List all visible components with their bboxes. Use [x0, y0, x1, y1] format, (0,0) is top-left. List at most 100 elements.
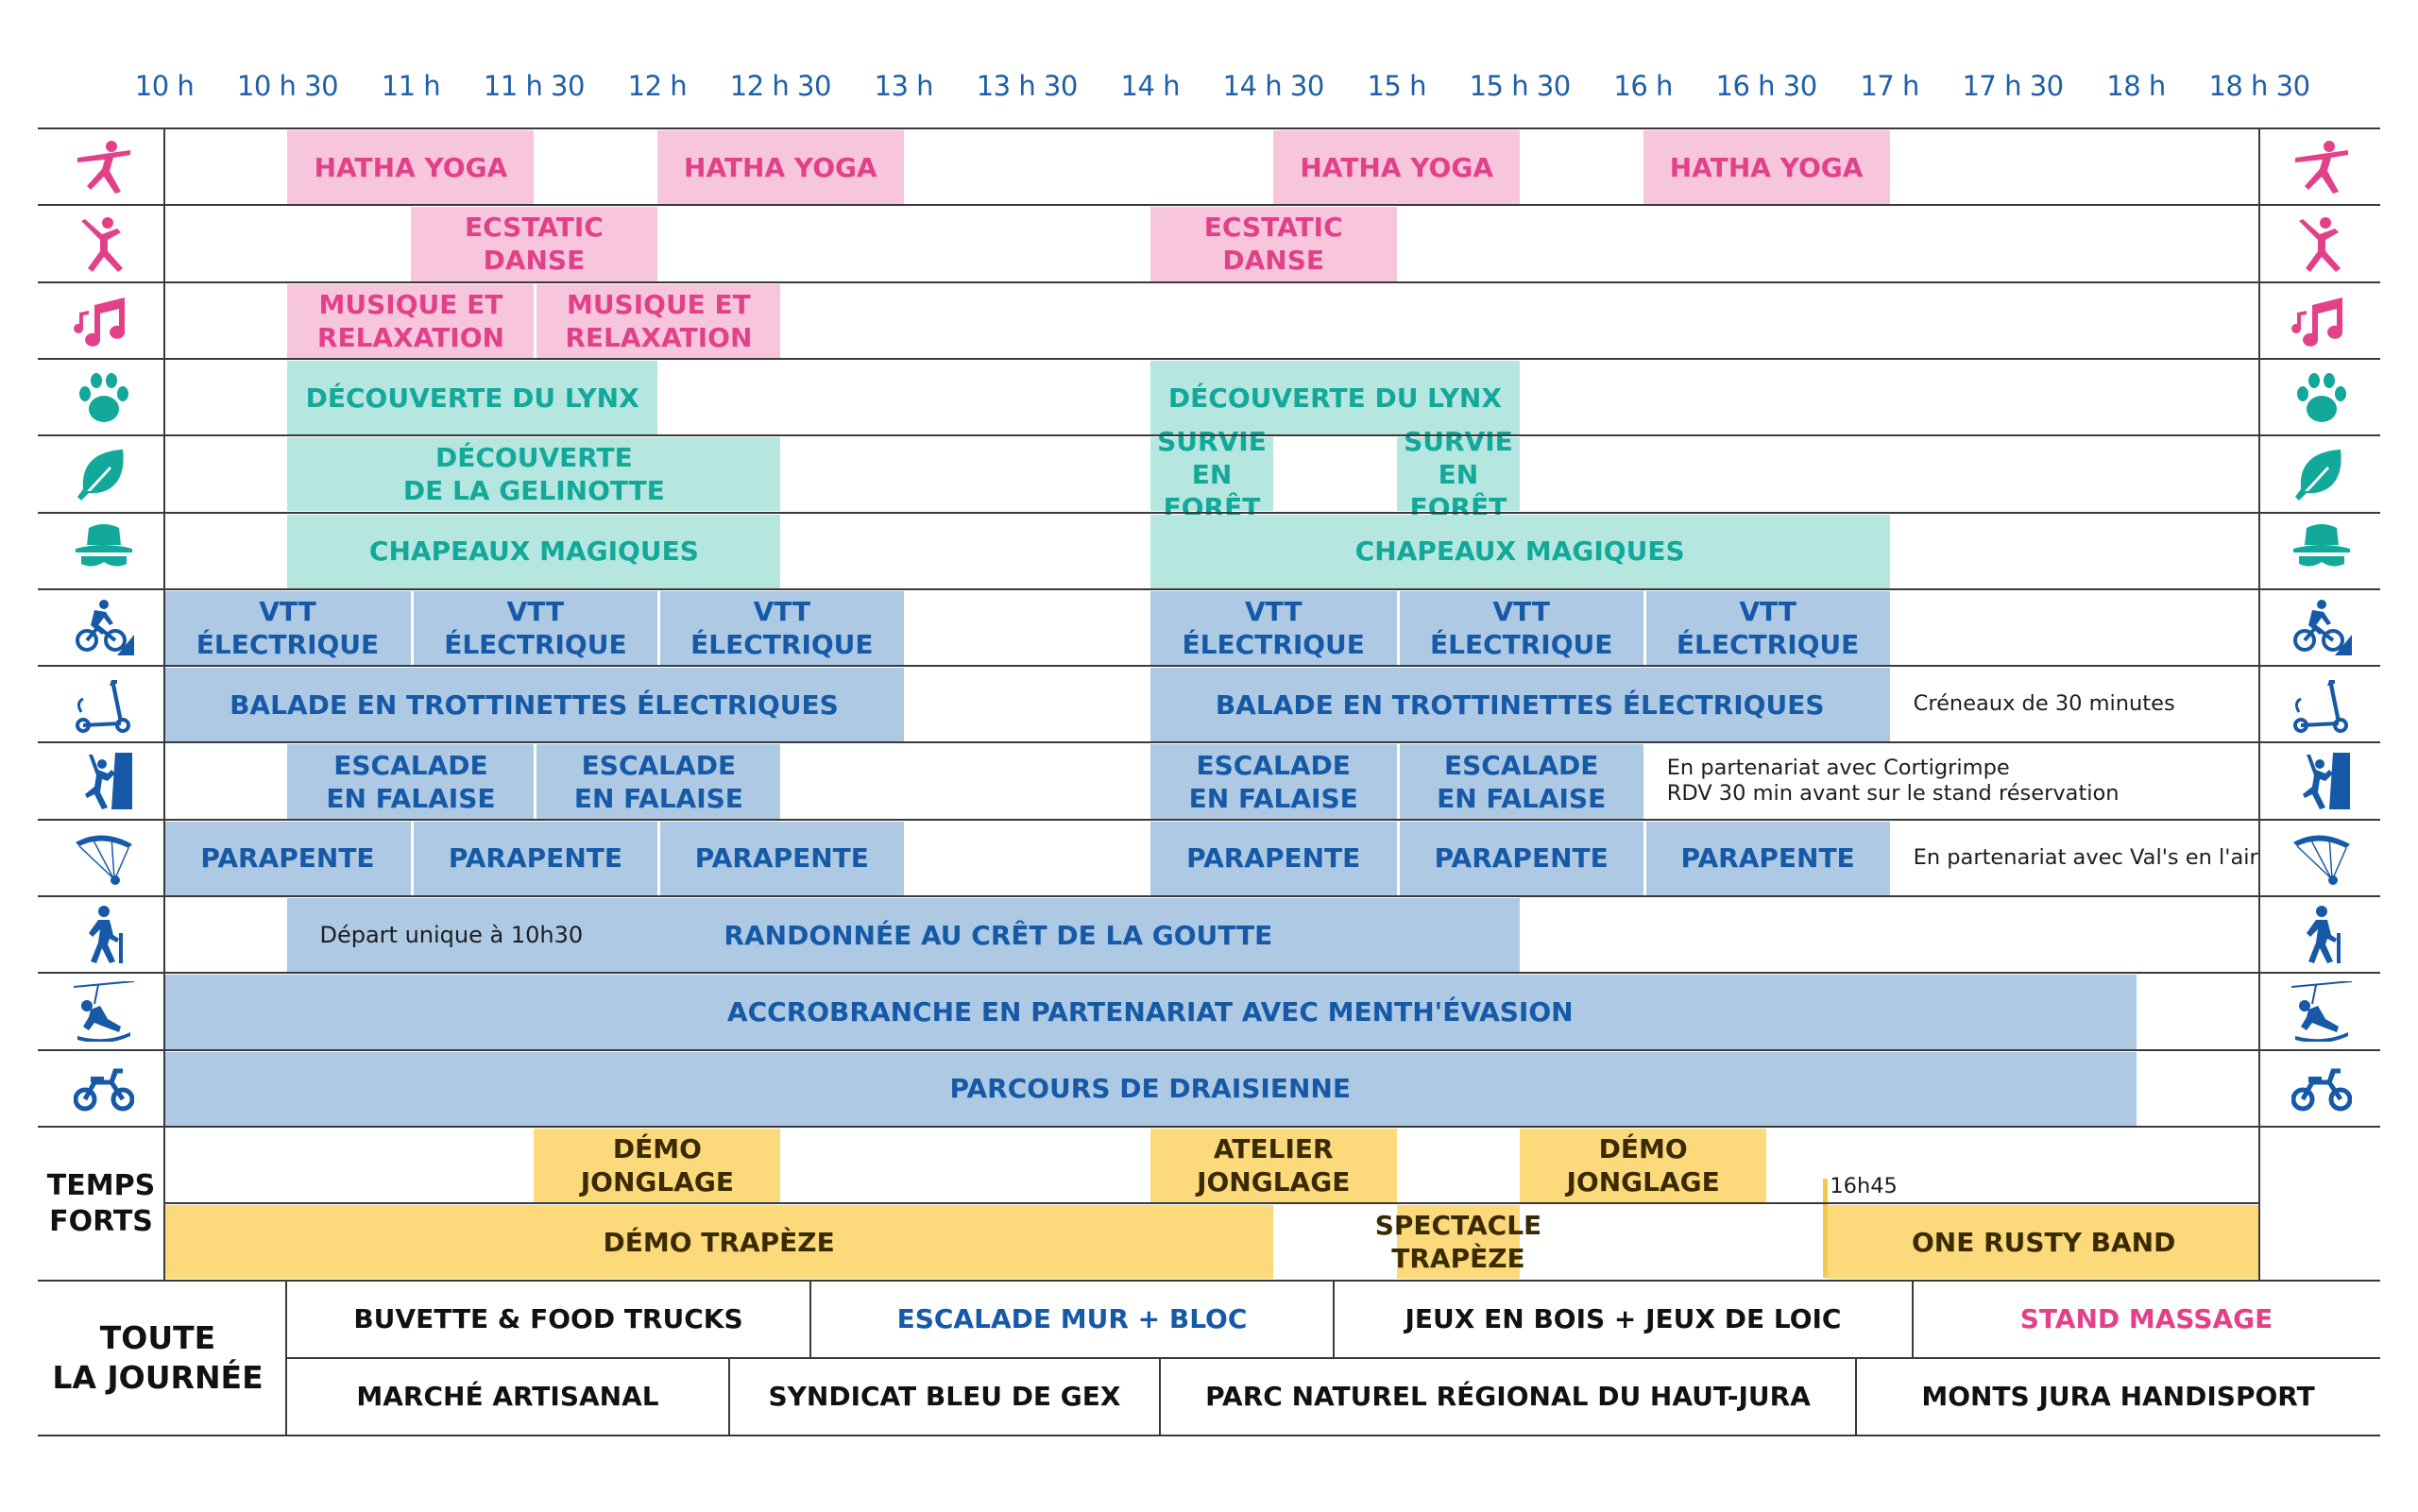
grid-line [38, 1048, 2380, 1051]
start-time-label: 16h45 [1830, 1173, 1898, 1198]
all-day-cell[interactable]: JEUX EN BOIS + JEUX DE LOIC [1334, 1281, 1913, 1358]
time-tick-label: 15 h [1367, 70, 1426, 102]
toute-la-journee-label: TOUTE LA JOURNÉE [52, 1318, 264, 1396]
activity-block[interactable]: SURVIE EN FORÊT [1149, 426, 1274, 523]
yoga-icon [74, 137, 134, 197]
activity-block[interactable]: DÉCOUVERTE DU LYNX [1149, 360, 1521, 435]
activity-block[interactable]: DÉCOUVERTE DE LA GELINOTTE [287, 437, 781, 512]
activity-label: PARAPENTE [1434, 842, 1609, 875]
all-day-cell[interactable]: STAND MASSAGE [1913, 1281, 2380, 1358]
activity-label: DÉCOUVERTE DU LYNX [1167, 382, 1502, 414]
grid-line [38, 895, 2380, 897]
dance-icon [2291, 213, 2352, 274]
activity-block[interactable]: ACCROBRANCHE EN PARTENARIAT AVEC MENTH'É… [164, 975, 2137, 1049]
grid-line [2258, 1126, 2260, 1281]
leaf-icon [2291, 444, 2352, 504]
activity-block[interactable]: RANDONNÉE AU CRÊT DE LA GOUTTE Départ uni… [287, 898, 1521, 973]
leaf-icon [74, 444, 134, 504]
all-day-cell[interactable]: ESCALADE MUR + BLOC [810, 1281, 1334, 1358]
zipline-icon [2291, 981, 2352, 1042]
activity-block[interactable]: PARAPENTE [1149, 821, 1397, 895]
activity-block[interactable]: DÉCOUVERTE DU LYNX [287, 360, 657, 435]
grid-line [163, 128, 165, 1127]
activity-block[interactable]: BALADE EN TROTTINETTES ÉLECTRIQUES [1149, 668, 1890, 742]
activity-block[interactable]: VTT ÉLECTRIQUE [1643, 590, 1890, 666]
all-day-cell[interactable]: SYNDICAT BLEU DE GEX [729, 1358, 1160, 1436]
time-tick-label: 17 h 30 [1962, 70, 2064, 102]
highlight-block[interactable]: DÉMO JONGLAGE [1520, 1128, 1767, 1203]
activity-block[interactable]: MUSIQUE ET RELAXATION [534, 283, 781, 358]
grid-line [38, 1125, 2380, 1128]
activity-note: En partenariat avec Cortigrimpe RDV 30 m… [1666, 756, 2120, 807]
activity-block[interactable]: SURVIE EN FORÊT [1396, 426, 1521, 523]
grid-line [38, 204, 2380, 207]
activity-label: HATHA YOGA [314, 151, 508, 183]
activity-label: DÉCOUVERTE DU LYNX [305, 382, 639, 414]
activity-block[interactable]: VTT ÉLECTRIQUE [1396, 590, 1643, 666]
time-tick-label: 13 h 30 [976, 70, 1079, 102]
activity-block[interactable]: ECSTATIC DANSE [410, 207, 657, 281]
activity-block[interactable]: PARCOURS DE DRAISIENNE [164, 1051, 2137, 1126]
all-day-cell[interactable]: PARC NATUREL RÉGIONAL DU HAUT-JURA [1160, 1358, 1856, 1436]
time-tick-label: 18 h 30 [2208, 70, 2310, 102]
activity-block[interactable]: PARAPENTE [164, 821, 411, 895]
all-day-label: BUVETTE & FOOD TRUCKS [353, 1303, 743, 1334]
activity-label: VTT ÉLECTRIQUE [196, 595, 380, 660]
all-day-label: ESCALADE MUR + BLOC [896, 1303, 1248, 1334]
activity-label: DÉCOUVERTE DE LA GELINOTTE [402, 442, 665, 507]
activity-block[interactable]: ESCALADE EN FALAISE [1396, 744, 1643, 819]
all-day-cell[interactable]: MARCHÉ ARTISANAL [286, 1358, 729, 1436]
all-day-label: STAND MASSAGE [2019, 1303, 2273, 1334]
activity-block[interactable]: PARAPENTE [1396, 821, 1643, 895]
all-day-label: MARCHÉ ARTISANAL [356, 1381, 659, 1412]
activity-block[interactable]: HATHA YOGA [1643, 130, 1890, 205]
activity-block[interactable]: PARAPENTE [410, 821, 657, 895]
activity-block[interactable]: HATHA YOGA [287, 130, 535, 205]
activity-label: PARAPENTE [694, 842, 869, 875]
activity-label: CHAPEAUX MAGIQUES [368, 535, 699, 568]
activity-block[interactable]: ESCALADE EN FALAISE [1149, 744, 1397, 819]
highlight-block[interactable]: ATELIER JONGLAGE [1149, 1128, 1397, 1203]
activity-block[interactable]: VTT ÉLECTRIQUE [410, 590, 657, 666]
activity-label: SURVIE EN FORÊT [1157, 425, 1267, 523]
activity-block[interactable]: CHAPEAUX MAGIQUES [287, 514, 781, 588]
activity-block[interactable]: ESCALADE EN FALAISE [287, 744, 535, 819]
highlight-block[interactable]: DÉMO JONGLAGE [534, 1128, 781, 1203]
activity-block[interactable]: VTT ÉLECTRIQUE [1149, 590, 1397, 666]
activity-label: VTT ÉLECTRIQUE [1182, 595, 1365, 660]
activity-block[interactable]: HATHA YOGA [1273, 130, 1521, 205]
highlight-block[interactable]: SPECTACLE TRAPÈZE [1375, 1205, 1541, 1280]
highlight-block[interactable]: ONE RUSTY BAND [1828, 1205, 2259, 1280]
cell-divider [728, 1357, 730, 1436]
activity-block[interactable]: ESCALADE EN FALAISE [534, 744, 781, 819]
grid-line [38, 587, 2380, 590]
activity-block[interactable]: HATHA YOGA [656, 130, 904, 205]
time-tick-label: 18 h [2106, 70, 2166, 102]
all-day-cell[interactable]: MONTS JURA HANDISPORT [1856, 1358, 2380, 1436]
activity-block[interactable]: BALADE EN TROTTINETTES ÉLECTRIQUES [164, 668, 904, 742]
time-tick-label: 16 h 30 [1715, 70, 1818, 102]
activity-block[interactable]: PARAPENTE [656, 821, 904, 895]
temps-forts-label: TEMPS FORTS [46, 1168, 156, 1238]
activity-block[interactable]: PARAPENTE [1643, 821, 1890, 895]
activity-note: En partenariat avec Val's en l'air [1913, 844, 2258, 870]
grid-line [38, 511, 2380, 514]
time-tick-label: 11 h [381, 70, 441, 102]
activity-block[interactable]: VTT ÉLECTRIQUE [164, 590, 411, 666]
balance-bike-icon [74, 1058, 134, 1118]
all-day-cell[interactable]: BUVETTE & FOOD TRUCKS [286, 1281, 810, 1358]
all-day-label: JEUX EN BOIS + JEUX DE LOIC [1405, 1303, 1842, 1334]
grid-line [38, 741, 2380, 744]
activity-block[interactable]: CHAPEAUX MAGIQUES [1149, 514, 1890, 588]
activity-block[interactable]: MUSIQUE ET RELAXATION [287, 283, 535, 358]
highlight-label: DÉMO JONGLAGE [1566, 1133, 1720, 1198]
time-tick-label: 17 h [1860, 70, 1919, 102]
activity-block[interactable]: ECSTATIC DANSE [1149, 207, 1397, 281]
grid-line [38, 357, 2380, 360]
music-notes-icon [74, 290, 134, 350]
time-tick-label: 16 h [1613, 70, 1673, 102]
activity-block[interactable]: VTT ÉLECTRIQUE [656, 590, 904, 666]
time-tick-label: 10 h [134, 70, 195, 102]
activity-label: PARCOURS DE DRAISIENNE [949, 1073, 1351, 1105]
highlight-block[interactable]: DÉMO TRAPÈZE [164, 1205, 1274, 1280]
